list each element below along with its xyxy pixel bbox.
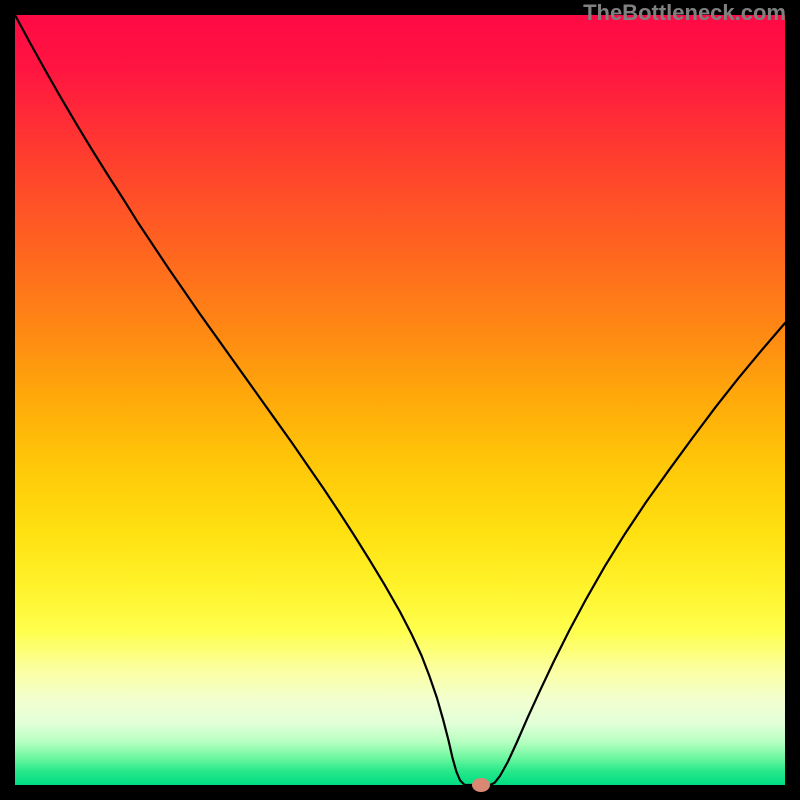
bottleneck-chart: TheBottleneck.com xyxy=(0,0,800,800)
optimum-marker xyxy=(471,777,491,793)
gradient-background xyxy=(15,15,785,785)
marker-svg xyxy=(471,777,491,793)
watermark-text: TheBottleneck.com xyxy=(583,0,786,26)
plot-svg xyxy=(15,15,785,785)
plot-area xyxy=(15,15,785,785)
marker-ellipse xyxy=(472,778,490,792)
